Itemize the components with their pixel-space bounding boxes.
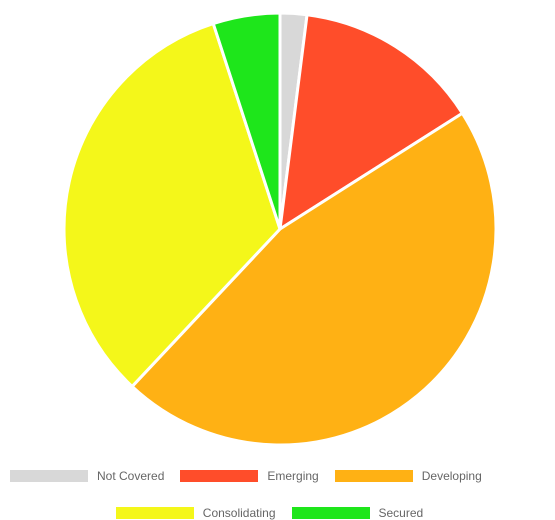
legend-item-not-covered[interactable]: Not Covered bbox=[10, 469, 164, 483]
legend-swatch-consolidating bbox=[115, 507, 194, 519]
legend-label-developing: Developing bbox=[421, 469, 482, 483]
legend-label-secured: Secured bbox=[378, 506, 424, 520]
legend-item-emerging[interactable]: Emerging bbox=[180, 469, 319, 483]
legend-swatch-not-covered bbox=[10, 470, 88, 482]
legend-label-not-covered: Not Covered bbox=[97, 469, 165, 483]
legend-swatch-developing bbox=[334, 470, 413, 482]
legend-swatch-secured bbox=[291, 507, 370, 519]
pie-slice-developing[interactable] bbox=[130, 111, 498, 447]
legend-label-consolidating: Consolidating bbox=[202, 506, 276, 520]
legend-row-2: Consolidating Secured bbox=[0, 506, 555, 520]
pie-slice-secured[interactable] bbox=[211, 11, 282, 230]
legend-swatch-emerging bbox=[180, 470, 259, 482]
legend-item-developing[interactable]: Developing bbox=[334, 469, 482, 483]
legend-item-consolidating[interactable]: Consolidating bbox=[115, 506, 276, 520]
pie-slice-consolidating[interactable] bbox=[62, 21, 282, 389]
legend-row-1: Not Covered Emerging Developing bbox=[0, 469, 555, 483]
legend-item-secured[interactable]: Secured bbox=[291, 506, 424, 520]
legend-label-emerging: Emerging bbox=[267, 469, 319, 483]
pie-chart-plot bbox=[62, 11, 498, 447]
pie-slice-emerging[interactable] bbox=[278, 13, 465, 232]
